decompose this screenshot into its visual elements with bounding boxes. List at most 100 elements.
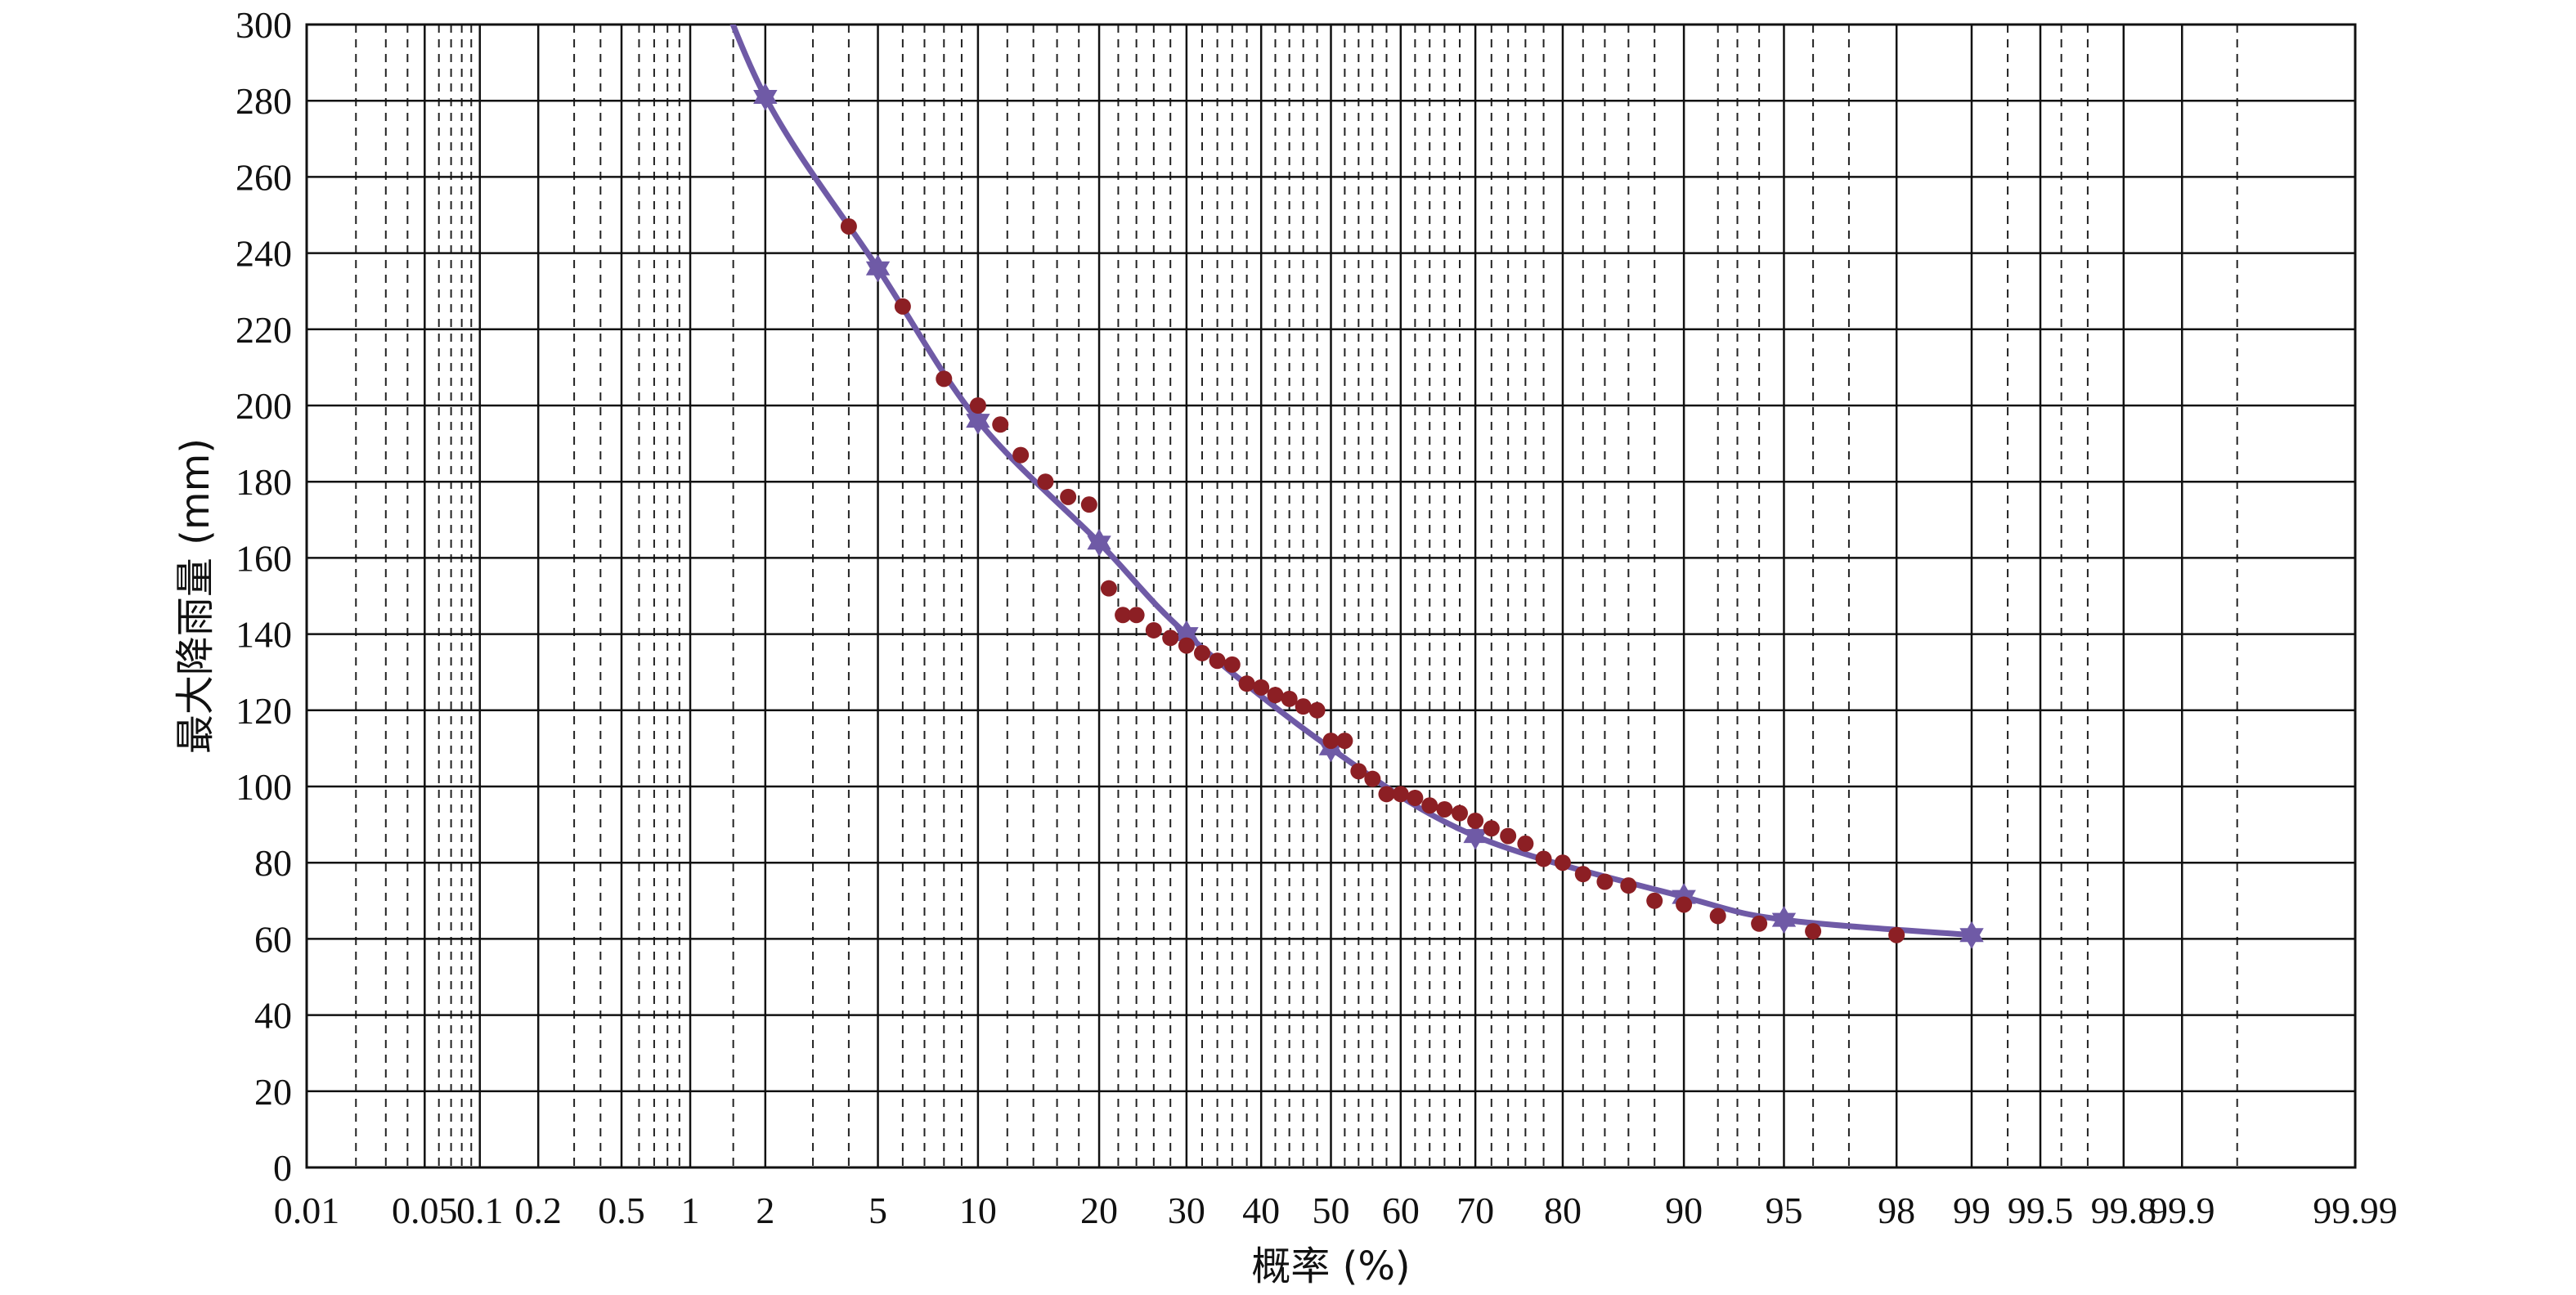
x-tick-label: 80 [1544,1190,1582,1231]
x-tick-label: 1 [681,1190,700,1231]
y-tick-labels: 0 20 40 60 80 100 120 140 160 180 200 220 240 260 280 3… [236,4,292,1189]
data-point [1012,446,1030,464]
data-point [992,416,1009,433]
x-tick-label: 0.1 [456,1190,504,1231]
data-point [1322,733,1340,750]
data-point [1364,770,1381,787]
y-tick-label: 20 [254,1071,292,1113]
x-tick-label: 95 [1765,1190,1802,1231]
x-tick-label: 10 [959,1190,997,1231]
data-point [1805,923,1822,940]
x-tick-label: 98 [1878,1190,1915,1231]
data-point [1128,607,1145,624]
observed-points [753,83,1984,949]
data-point [1308,701,1326,719]
data-point [894,298,911,315]
data-point [1145,621,1162,639]
fit-marker [1771,906,1797,934]
data-point [1620,877,1637,894]
fit-marker [1087,528,1111,557]
data-point [1646,892,1663,909]
data-point [1100,580,1117,597]
x-tick-label: 0.5 [598,1190,645,1231]
data-point [1350,763,1367,780]
y-tick-label: 120 [236,690,292,732]
data-point [1253,679,1270,696]
x-tick-label: 30 [1168,1190,1205,1231]
data-point [1421,797,1438,814]
x-tick-label: 90 [1665,1190,1703,1231]
plot-frame [305,23,2357,1169]
x-tick-label: 99 [1953,1190,1990,1231]
y-tick-label: 40 [254,995,292,1037]
data-point [1483,820,1500,837]
x-tick-label: 99.9 [2149,1190,2215,1231]
data-point [1281,690,1298,707]
y-tick-label: 140 [236,614,292,656]
y-tick-label: 200 [236,385,292,427]
data-point [1392,786,1409,803]
data-point [1223,656,1241,673]
x-tick-label: 70 [1456,1190,1494,1231]
data-point [1378,786,1395,803]
y-axis-title: 最大降雨量 (mm) [173,438,218,754]
data-point [1193,644,1210,661]
x-tick-label: 99.8 [2091,1190,2157,1231]
data-point [1676,896,1693,913]
y-tick-label: 0 [273,1147,292,1189]
x-axis-title: 概率 (%) [1251,1243,1410,1289]
data-point [1060,488,1077,505]
minor-gridlines [355,25,2238,1167]
data-point [1080,496,1097,513]
data-point [1209,652,1226,670]
data-point [1267,687,1284,704]
data-point [936,370,953,388]
data-point [1238,675,1255,692]
data-point [1554,854,1571,872]
data-point [969,397,986,414]
data-point [1162,630,1179,647]
y-tick-label: 260 [236,156,292,198]
y-tick-label: 100 [236,766,292,808]
data-point [1751,915,1768,932]
data-point [1178,637,1195,654]
fit-marker [1463,822,1488,850]
y-tick-label: 80 [254,842,292,884]
data-point [1500,827,1517,845]
data-point [1596,873,1613,890]
fit-marker [1959,921,1984,949]
major-gridlines [307,25,2355,1167]
data-point [840,217,857,235]
x-tick-label: 20 [1080,1190,1118,1231]
data-point [1467,812,1484,829]
fit-marker [865,254,891,283]
x-tick-labels: 0.01 0.050.1 0.2 0.5 1 2 5 10 20 30 40 50 60 70 80 90 95… [274,1190,2398,1231]
x-tick-label: 0.01 [274,1190,340,1231]
y-tick-label: 60 [254,918,292,960]
data-point [1295,698,1312,715]
fit-marker [753,83,778,111]
fit-marker [966,406,990,435]
x-tick-label: 40 [1242,1190,1280,1231]
x-tick-label: 5 [868,1190,887,1231]
x-tick-label: 0.05 [392,1190,458,1231]
x-tick-label: 99.99 [2313,1190,2398,1231]
y-tick-label: 300 [236,4,292,46]
data-point [1336,733,1353,750]
data-point [1888,926,1905,943]
data-point [1037,473,1054,491]
y-tick-label: 240 [236,233,292,275]
data-point [1535,850,1552,867]
x-tick-label: 0.2 [514,1190,562,1231]
data-point [1115,607,1132,624]
data-point [1709,907,1726,925]
y-tick-label: 160 [236,537,292,579]
y-tick-label: 280 [236,80,292,122]
x-tick-label: 50 [1313,1190,1350,1231]
x-tick-label: 99.5 [2008,1190,2074,1231]
x-tick-label: 60 [1382,1190,1420,1231]
data-point [1517,835,1534,852]
y-tick-label: 220 [236,309,292,351]
data-point [1436,800,1453,818]
